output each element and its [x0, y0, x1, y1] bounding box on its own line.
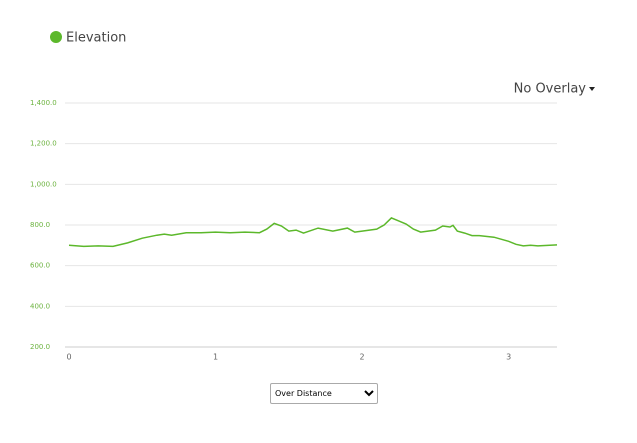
legend-marker	[50, 31, 62, 43]
x-tick-label: 3	[506, 353, 511, 362]
y-tick-label: 200.0	[30, 343, 50, 351]
y-tick-label: 1,200.0	[30, 140, 57, 148]
dropdown-arrow[interactable]	[589, 87, 595, 91]
legend-label: Elevation	[66, 31, 126, 46]
x-tick-label: 0	[66, 353, 71, 362]
x-tick-label: 1	[213, 353, 218, 362]
overlay-toggle[interactable]: No Overlay	[514, 82, 587, 97]
elevation-line	[68, 217, 558, 248]
y-tick-label: 400.0	[30, 302, 50, 310]
y-tick-label: 600.0	[30, 262, 50, 270]
mode-select[interactable]: Over Distance	[270, 383, 378, 404]
x-tick-label: 2	[360, 353, 365, 362]
y-tick-label: 1,000.0	[30, 180, 57, 188]
y-tick-label: 1,400.0	[30, 99, 57, 107]
y-tick-label: 800.0	[30, 221, 50, 229]
